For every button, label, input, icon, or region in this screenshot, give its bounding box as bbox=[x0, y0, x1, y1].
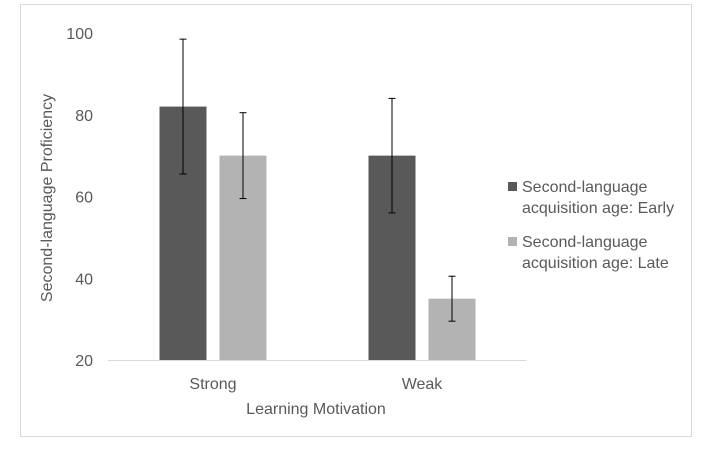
legend: Second-language acquisition age: Early Sec… bbox=[508, 179, 674, 272]
x-tick-label-strong: Strong bbox=[189, 376, 236, 393]
y-tick-label-100: 100 bbox=[66, 26, 93, 43]
plot-area bbox=[159, 38, 476, 360]
x-axis-title: Learning Motivation bbox=[246, 401, 386, 418]
y-axis-title: Second-language Proficiency bbox=[39, 94, 56, 302]
legend-swatch-early bbox=[508, 182, 517, 191]
chart-border bbox=[20, 4, 692, 437]
legend-swatch-late bbox=[508, 237, 517, 246]
y-tick-label-60: 60 bbox=[75, 190, 93, 207]
legend-label-late-line-2: acquisition age: Late bbox=[522, 255, 669, 272]
x-tick-label-weak: Weak bbox=[402, 376, 444, 393]
legend-label-early-line-1: Second-language bbox=[522, 179, 648, 196]
y-tick-label-20: 20 bbox=[75, 353, 93, 370]
y-tick-label-80: 80 bbox=[75, 108, 93, 125]
legend-label-late-line-1: Second-language bbox=[522, 234, 648, 251]
y-tick-label-40: 40 bbox=[75, 271, 93, 288]
legend-label-early-line-2: acquisition age: Early bbox=[522, 200, 674, 217]
axes: 20 40 60 80 100 Strong Weak bbox=[66, 26, 526, 393]
